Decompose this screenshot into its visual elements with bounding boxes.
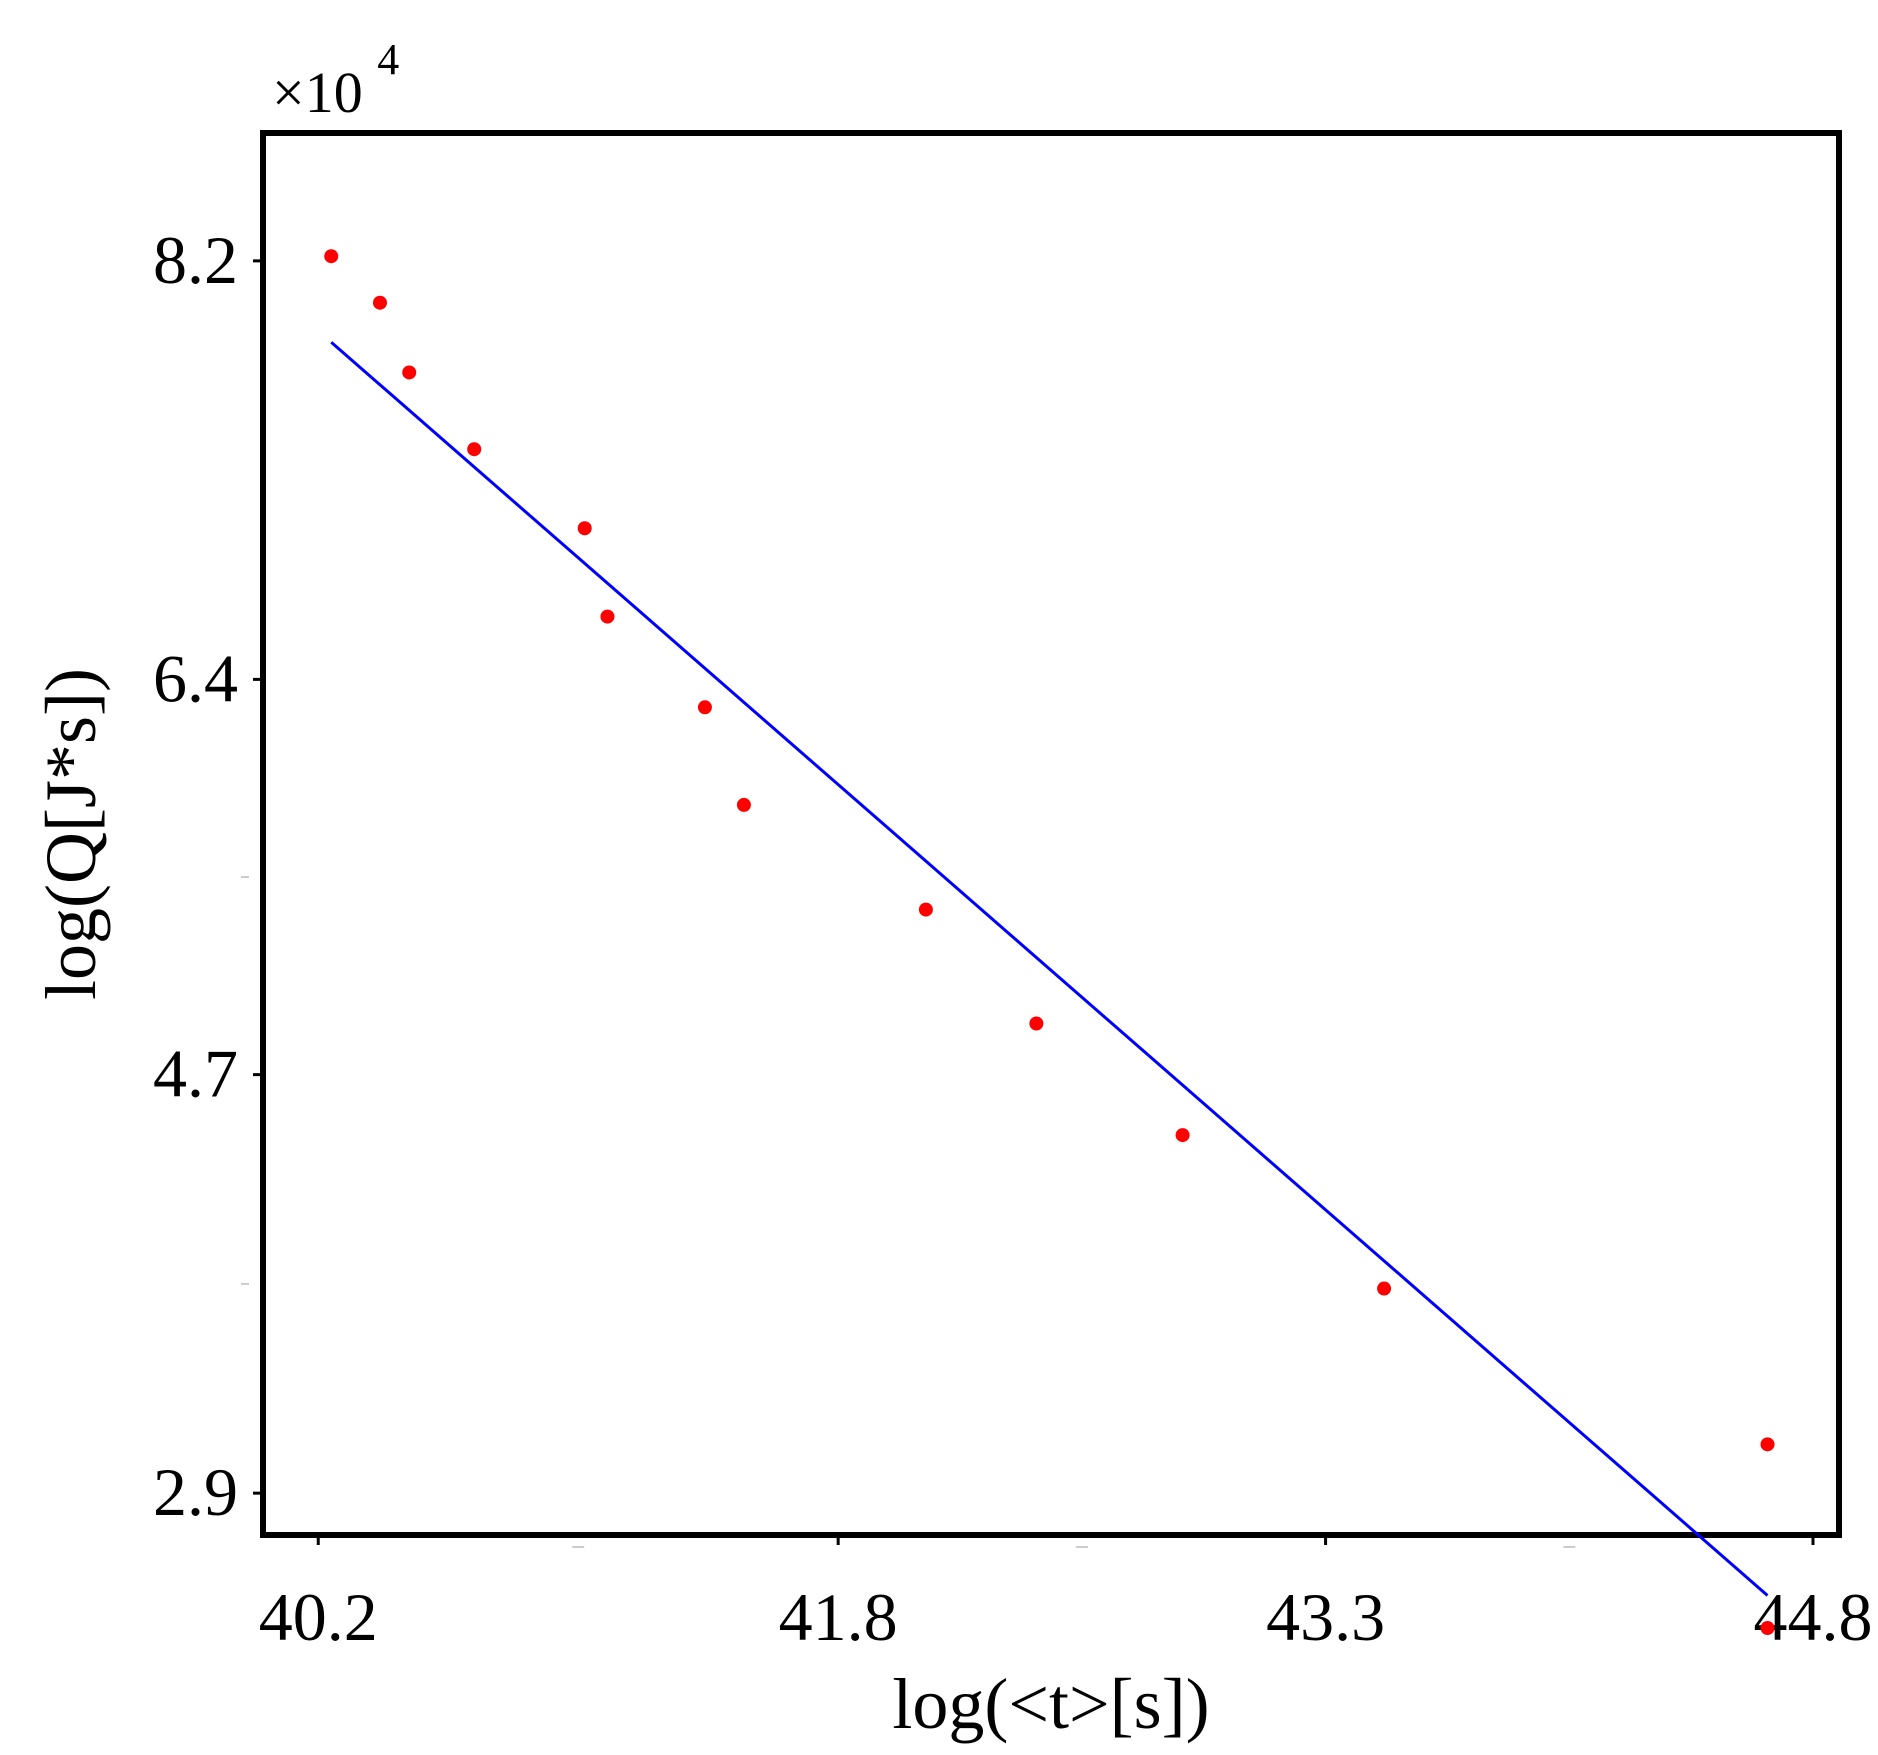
data-point	[577, 521, 592, 536]
data-point	[372, 295, 387, 310]
data-points	[324, 249, 1775, 1636]
data-point	[1175, 1128, 1190, 1143]
data-point	[1377, 1281, 1392, 1296]
data-point	[324, 249, 339, 264]
x-tick-label: 44.8	[1754, 1579, 1873, 1655]
data-point	[736, 797, 751, 812]
y-tick-label: 4.7	[153, 1036, 238, 1112]
y-tick-label: 6.4	[153, 640, 238, 716]
y-axis-multiplier-exponent: 4	[377, 35, 399, 84]
data-point	[1760, 1621, 1775, 1636]
data-point	[600, 609, 615, 624]
y-axis-multiplier-base: ×10	[272, 60, 363, 125]
x-tick-label: 43.3	[1266, 1579, 1385, 1655]
fit-line	[330, 341, 1769, 1597]
y-axis-ticks: 8.2 6.4 4.7 2.9	[153, 222, 263, 1530]
y-tick-label: 2.9	[153, 1454, 238, 1530]
data-point	[918, 902, 933, 917]
y-axis-multiplier: ×10 4	[272, 35, 399, 125]
y-tick-label: 8.2	[153, 222, 238, 298]
data-point	[467, 442, 482, 457]
data-point	[402, 365, 417, 380]
data-point	[1029, 1016, 1044, 1031]
x-axis-ticks: 40.2 41.8 43.3 44.8	[259, 1535, 1873, 1655]
data-point	[1760, 1437, 1775, 1452]
x-tick-label: 40.2	[259, 1579, 378, 1655]
data-point	[697, 700, 712, 715]
fit-line-layer	[330, 341, 1769, 1597]
plot-frame	[260, 130, 1842, 1538]
minor-ticks	[241, 876, 1576, 1548]
x-tick-label: 41.8	[779, 1579, 898, 1655]
y-axis-label: log(Q[J*s])	[31, 668, 111, 1000]
x-axis-label: log(<t>[s])	[892, 1664, 1209, 1744]
